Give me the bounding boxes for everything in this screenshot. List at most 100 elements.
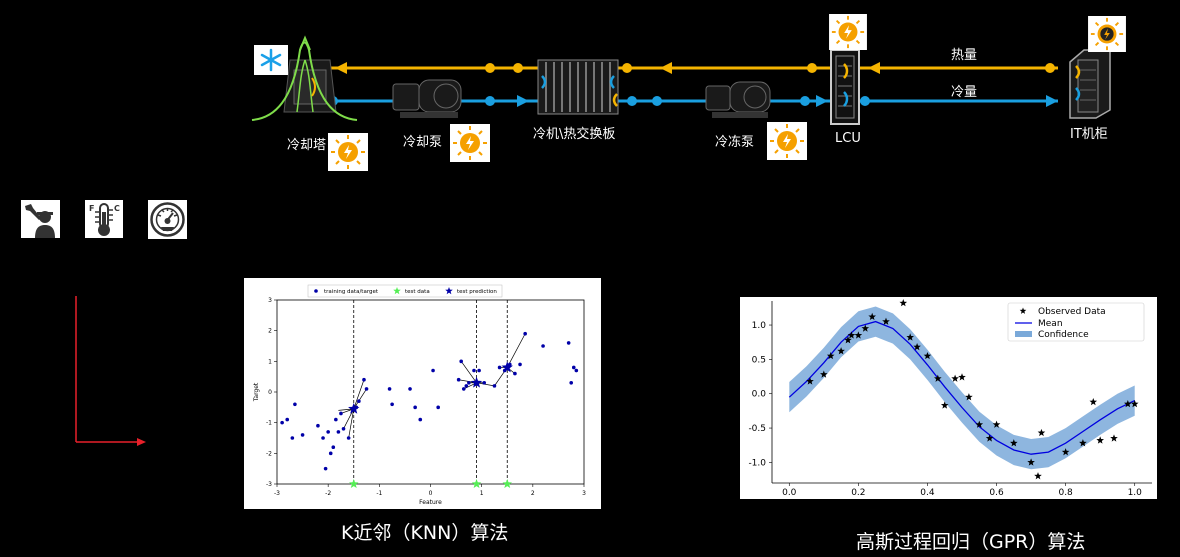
observed-point: [826, 351, 835, 360]
knn-caption: K近邻（KNN）算法: [341, 522, 509, 544]
test-data-star: [502, 479, 513, 489]
x-tick-label: -3: [274, 490, 280, 497]
training-point: [574, 368, 579, 373]
x-tick-label: 3: [582, 490, 586, 497]
gpr-caption: 高斯过程回归（GPR）算法: [856, 531, 1086, 553]
label-it-cabinet: IT机柜: [1070, 127, 1108, 142]
plot-frame: [276, 299, 585, 485]
x-tick-label: 0.0: [782, 488, 797, 498]
legend-prediction-marker: [445, 287, 453, 295]
hot-node: [513, 63, 523, 73]
x-tick-label: 0.8: [1058, 488, 1073, 498]
x-tick-label: 0.2: [851, 488, 865, 498]
observed-point: [847, 331, 856, 339]
training-point: [326, 430, 330, 434]
legend-confidence-label: Confidence: [1038, 330, 1089, 340]
neighbor-link: [476, 382, 495, 387]
x-tick-label: 0: [429, 490, 433, 497]
observed-point: [913, 343, 921, 351]
hot-node: [1045, 63, 1055, 73]
x-tick-label: -1: [376, 490, 382, 497]
energy-sun-icon: [328, 133, 368, 171]
observed-point: [1089, 397, 1098, 406]
observed-point: [882, 317, 890, 325]
training-point: [513, 371, 517, 376]
observed-point: [1037, 428, 1046, 437]
y-tick-label: 3: [268, 297, 272, 304]
energy-sun-icon: [1088, 16, 1126, 52]
observed-point: [975, 420, 984, 428]
x-tick-label: 1: [480, 490, 484, 497]
y-tick-label: 0: [268, 389, 272, 396]
training-point: [323, 466, 328, 471]
training-point: [408, 387, 412, 391]
energy-sun-icon: [767, 122, 807, 160]
training-point: [346, 436, 351, 440]
energy-sun-icon: [450, 124, 490, 162]
training-point: [339, 411, 343, 416]
training-point: [387, 387, 392, 391]
label-chiller: 冷机\热交换板: [533, 127, 616, 142]
label-cooling-tower: 冷却塔: [287, 138, 327, 153]
observed-point: [940, 401, 949, 409]
observed-point: [934, 374, 942, 382]
hot-node: [622, 63, 632, 73]
y-tick-label: 1.0: [752, 321, 767, 331]
training-point: [497, 365, 502, 370]
chiller-heat-exchanger-icon[interactable]: [537, 59, 619, 115]
observed-point: [1096, 436, 1104, 444]
training-point: [362, 377, 366, 382]
training-point: [328, 451, 333, 456]
mean-line: [788, 320, 1135, 455]
legend-prediction-label: test prediction: [457, 289, 497, 295]
observed-point: [1061, 448, 1070, 456]
label-heat: 热量: [951, 48, 978, 63]
x-tick-label: 2: [531, 490, 535, 497]
lcu-unit-icon[interactable]: [830, 49, 860, 125]
training-point: [508, 362, 512, 367]
label-lcu: LCU: [835, 131, 861, 146]
observed-point: [1110, 434, 1118, 442]
training-point: [331, 445, 336, 449]
legend-observed-marker: [1019, 307, 1027, 314]
training-point: [285, 417, 290, 422]
legend-training-label: training data/target: [324, 289, 379, 295]
observed-point: [806, 377, 814, 385]
maintenance-worker-icon[interactable]: [21, 200, 60, 238]
x-tick-label: -2: [325, 490, 331, 497]
observed-point: [1027, 458, 1035, 466]
legend-training-marker: [314, 289, 318, 293]
cooling-pump-icon[interactable]: [392, 79, 462, 118]
training-point: [280, 420, 284, 425]
cooling-tower-icon[interactable]: [251, 35, 358, 121]
observed-point: [951, 374, 959, 382]
y-axis-label: Target: [253, 382, 260, 402]
training-point: [492, 384, 497, 388]
test-prediction-star: [470, 376, 483, 388]
test-prediction-star: [348, 402, 360, 414]
training-point: [456, 377, 461, 382]
observed-point: [820, 370, 828, 378]
training-point: [467, 381, 471, 385]
neighbor-link: [353, 388, 367, 410]
training-point: [334, 417, 338, 422]
training-point: [477, 368, 481, 373]
red-axes-arrow: [75, 296, 146, 446]
observed-point: [985, 434, 994, 442]
neighbor-link: [348, 408, 355, 439]
knn-chart-panel: -3 -2 -1 0 1 2 3 3 2 1 0 -1 -2 -3 Feature Target trainin…: [244, 278, 601, 509]
observed-point: [965, 393, 973, 401]
test-data-star: [471, 479, 482, 489]
observed-point: [854, 331, 863, 339]
observed-point: [861, 324, 870, 332]
training-point: [321, 436, 325, 440]
training-point: [390, 402, 394, 407]
training-point: [472, 368, 476, 373]
observed-point: [923, 351, 932, 360]
it-cabinet-icon[interactable]: [1069, 49, 1111, 119]
observed-point: [1010, 439, 1018, 447]
hot-arrow-left-3: [868, 62, 880, 74]
chilled-pump-icon[interactable]: [705, 81, 771, 118]
training-point: [541, 344, 545, 348]
